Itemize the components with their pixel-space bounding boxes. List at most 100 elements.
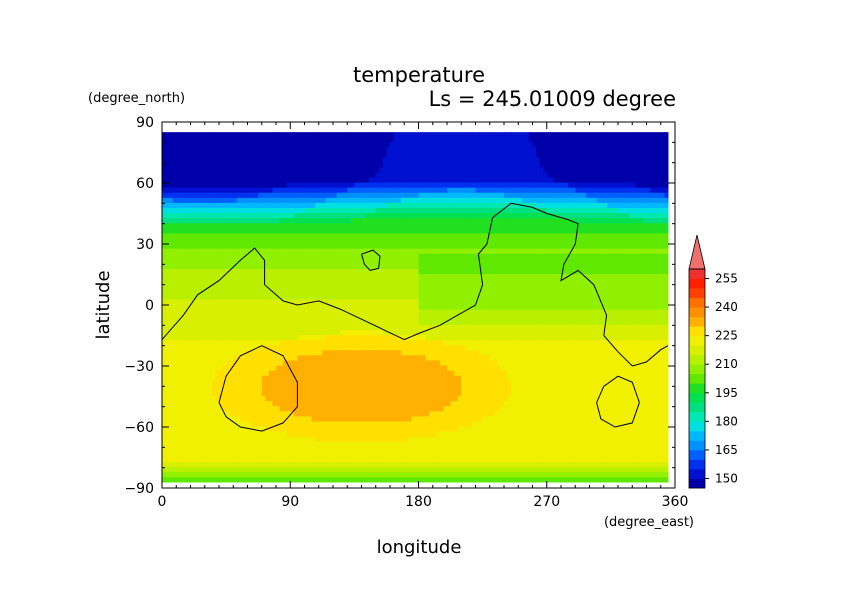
- heatmap-cell: [268, 181, 274, 188]
- heatmap-cell: [354, 364, 359, 371]
- heatmap-cell: [243, 248, 249, 254]
- heatmap-cell: [211, 370, 217, 376]
- heatmap-cell: [375, 166, 380, 173]
- heatmap-cell: [261, 132, 266, 137]
- heatmap-cell: [286, 181, 291, 188]
- heatmap-cell: [201, 202, 206, 208]
- heatmap-cell: [276, 451, 281, 458]
- heatmap-cell: [183, 466, 188, 473]
- heatmap-cell: [308, 354, 313, 361]
- heatmap-cell: [219, 410, 224, 417]
- heatmap-cell: [311, 207, 316, 214]
- heatmap-cell: [340, 187, 345, 193]
- heatmap-cell: [265, 441, 270, 447]
- heatmap-cell: [340, 132, 345, 137]
- heatmap-cell: [315, 359, 320, 366]
- heatmap-cell: [365, 303, 370, 310]
- heatmap-cell: [211, 151, 217, 158]
- heatmap-cell: [240, 431, 245, 437]
- heatmap-cell: [322, 385, 327, 391]
- heatmap-cell: [311, 370, 316, 376]
- heatmap-cell: [343, 370, 348, 376]
- heatmap-cell: [340, 431, 345, 437]
- heatmap-cell: [254, 354, 259, 361]
- heatmap-cell: [379, 370, 384, 376]
- heatmap-cell: [386, 400, 391, 407]
- heatmap-cell: [365, 136, 370, 142]
- heatmap-cell: [236, 400, 241, 407]
- heatmap-cell: [290, 197, 295, 203]
- heatmap-cell: [251, 390, 256, 397]
- heatmap-cell: [226, 436, 231, 442]
- heatmap-cell: [194, 207, 199, 214]
- heatmap-cell: [386, 420, 391, 427]
- heatmap-cell: [311, 349, 316, 356]
- heatmap-cell: [365, 410, 370, 417]
- heatmap-cell: [226, 171, 231, 178]
- heatmap-cell: [350, 461, 355, 468]
- heatmap-cell: [318, 329, 323, 336]
- heatmap-cell: [172, 268, 177, 275]
- heatmap-cell: [414, 339, 420, 346]
- heatmap-cell: [279, 339, 284, 346]
- heatmap-cell: [308, 349, 313, 356]
- heatmap-cell: [340, 181, 345, 188]
- heatmap-cell: [390, 166, 395, 173]
- heatmap-cell: [300, 431, 306, 437]
- heatmap-cell: [254, 146, 259, 153]
- heatmap-cell: [240, 217, 245, 224]
- heatmap-cell: [304, 187, 309, 193]
- heatmap-cell: [233, 248, 238, 254]
- heatmap-cell: [407, 451, 412, 458]
- heatmap-cell: [208, 425, 213, 432]
- heatmap-cell: [251, 425, 256, 432]
- heatmap-cell: [300, 385, 306, 391]
- heatmap-cell: [372, 400, 377, 407]
- heatmap-cell: [365, 273, 370, 280]
- heatmap-cell: [279, 227, 284, 234]
- heatmap-cell: [283, 466, 288, 473]
- heatmap-cell: [211, 136, 217, 142]
- heatmap-cell: [340, 476, 345, 483]
- heatmap-cell: [297, 329, 302, 336]
- heatmap-cell: [365, 156, 370, 163]
- heatmap-cell: [243, 132, 249, 137]
- heatmap-cell: [261, 410, 266, 417]
- heatmap-cell: [350, 431, 355, 437]
- heatmap-cell: [243, 354, 249, 361]
- heatmap-cell: [372, 217, 377, 224]
- heatmap-cell: [179, 476, 184, 483]
- heatmap-cell: [407, 441, 412, 447]
- heatmap-cell: [276, 359, 281, 366]
- heatmap-cell: [382, 146, 388, 153]
- heatmap-cell: [382, 420, 388, 427]
- heatmap-cell: [243, 232, 249, 239]
- heatmap-cell: [204, 202, 209, 208]
- heatmap-cell: [414, 476, 420, 483]
- heatmap-cell: [290, 451, 295, 458]
- heatmap-cell: [290, 415, 295, 422]
- heatmap-cell: [318, 253, 323, 259]
- heatmap-cell: [247, 237, 252, 244]
- heatmap-cell: [347, 192, 352, 198]
- heatmap-cell: [414, 385, 420, 391]
- heatmap-cell: [365, 385, 370, 391]
- heatmap-cell: [219, 400, 224, 407]
- heatmap-cell: [304, 375, 309, 381]
- heatmap-cell: [197, 212, 202, 219]
- heatmap-cell: [390, 232, 395, 239]
- heatmap-cell: [219, 309, 224, 315]
- heatmap-cell: [215, 187, 220, 193]
- heatmap-cell: [350, 258, 355, 264]
- heatmap-cell: [375, 132, 380, 137]
- heatmap-cell: [322, 400, 327, 407]
- heatmap-cell: [165, 390, 170, 397]
- heatmap-cell: [404, 156, 409, 163]
- heatmap-cell: [286, 288, 291, 295]
- heatmap-cell: [397, 390, 402, 397]
- heatmap-cell: [325, 441, 331, 447]
- heatmap-cell: [204, 253, 209, 259]
- heatmap-cell: [176, 385, 181, 391]
- heatmap-cell: [172, 187, 177, 193]
- heatmap-cell: [397, 237, 402, 244]
